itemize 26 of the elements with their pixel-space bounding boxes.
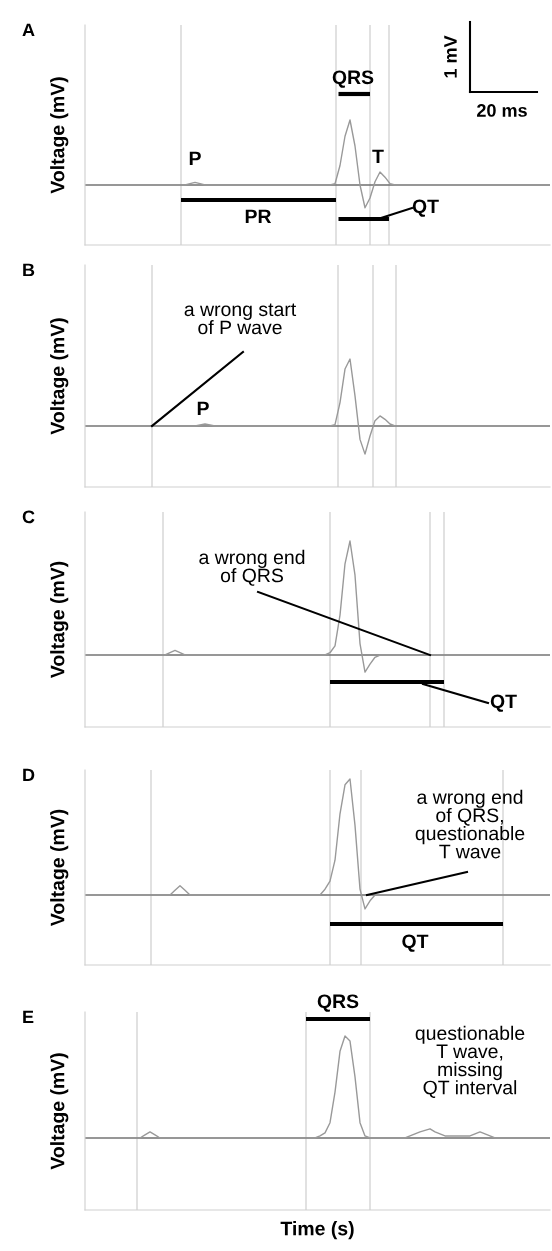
chart-title: A <box>22 23 35 37</box>
annotation: a wrong end of QRS, questionable T wave <box>415 789 525 859</box>
text: QRS <box>332 70 374 88</box>
y-axis-title: Voltage (mV) <box>50 318 69 435</box>
text: QRS <box>317 994 359 1012</box>
annotation: P <box>189 151 201 166</box>
chart-title: C <box>22 510 35 524</box>
chart-title: B <box>23 263 35 277</box>
text: QT <box>402 934 429 952</box>
y-axis-title: Voltage (mV) <box>50 77 69 194</box>
chart-title: E <box>23 1010 34 1024</box>
text: QT <box>490 694 517 712</box>
y-axis-title: Voltage (mV) <box>50 809 69 927</box>
chart-title: D <box>23 768 35 782</box>
x-axis-title: Time (s) <box>280 1221 354 1240</box>
annotation: QT <box>412 199 439 217</box>
annotation: T <box>372 149 384 164</box>
text: PR <box>245 209 272 224</box>
text: 1 mV <box>444 35 457 78</box>
y-axis-title: Voltage (mV) <box>50 561 69 679</box>
annotation: P <box>197 401 209 416</box>
text: a wrong start of P wave <box>184 303 297 335</box>
text: 20 ms <box>477 104 527 117</box>
annotation: questionable T wave, missing QT interval <box>415 1025 525 1098</box>
y-axis-title: Voltage (mV) <box>50 1053 69 1170</box>
annotation: a wrong end of QRS <box>199 549 305 586</box>
